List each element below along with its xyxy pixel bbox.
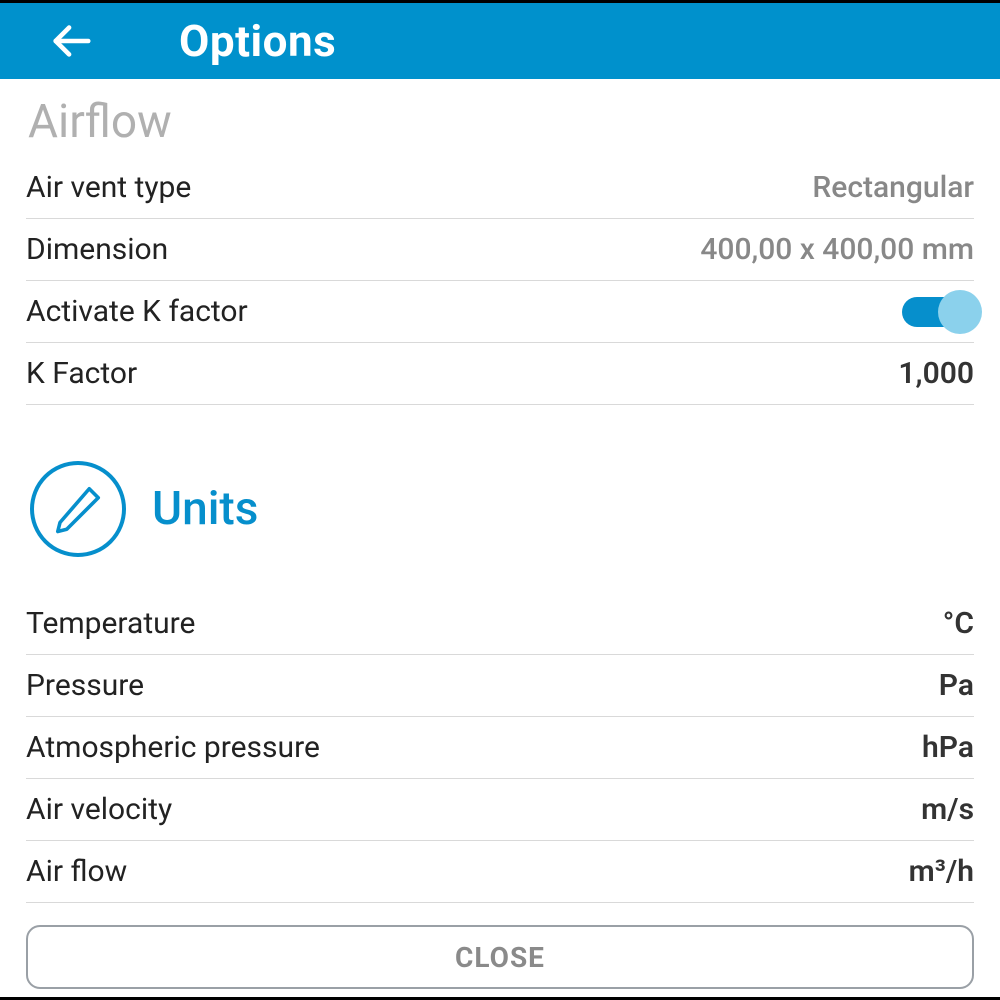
row-label: Dimension xyxy=(26,232,168,267)
content-area: Airflow Air vent type Rectangular Dimens… xyxy=(0,79,1000,997)
row-value: m³/h xyxy=(909,854,974,889)
row-value: 1,000 xyxy=(898,356,974,391)
page-title: Options xyxy=(179,15,336,67)
row-air-velocity[interactable]: Air velocity m/s xyxy=(26,779,974,841)
row-value: hPa xyxy=(922,730,974,765)
row-value: °C xyxy=(943,606,974,641)
row-temperature[interactable]: Temperature °C xyxy=(26,593,974,655)
k-factor-toggle[interactable] xyxy=(902,297,974,327)
row-label: Atmospheric pressure xyxy=(26,730,320,765)
row-dimension[interactable]: Dimension 400,00 x 400,00 mm xyxy=(26,219,974,281)
row-value: Pa xyxy=(939,668,974,703)
back-arrow-icon[interactable] xyxy=(48,18,94,64)
row-label: Pressure xyxy=(26,668,144,703)
row-value: m/s xyxy=(921,792,974,827)
app-header: Options xyxy=(0,3,1000,79)
row-value: 400,00 x 400,00 mm xyxy=(700,232,974,267)
row-label: Air vent type xyxy=(26,170,191,205)
row-label: Air flow xyxy=(26,854,127,889)
row-value: Rectangular xyxy=(812,170,974,205)
pencil-icon[interactable] xyxy=(30,461,126,557)
units-header[interactable]: Units xyxy=(26,461,974,557)
row-label: Temperature xyxy=(26,606,195,641)
row-label: Air velocity xyxy=(26,792,172,827)
row-label: K Factor xyxy=(26,356,137,391)
row-atmospheric-pressure[interactable]: Atmospheric pressure hPa xyxy=(26,717,974,779)
close-button[interactable]: CLOSE xyxy=(26,925,974,989)
units-heading: Units xyxy=(152,482,258,536)
row-k-factor[interactable]: K Factor 1,000 xyxy=(26,343,974,405)
row-air-flow[interactable]: Air flow m³/h xyxy=(26,841,974,903)
row-pressure[interactable]: Pressure Pa xyxy=(26,655,974,717)
row-air-vent-type[interactable]: Air vent type Rectangular xyxy=(26,157,974,219)
row-label: Activate K factor xyxy=(26,294,248,329)
toggle-knob xyxy=(938,290,982,334)
row-activate-k-factor[interactable]: Activate K factor xyxy=(26,281,974,343)
airflow-heading: Airflow xyxy=(28,95,974,149)
